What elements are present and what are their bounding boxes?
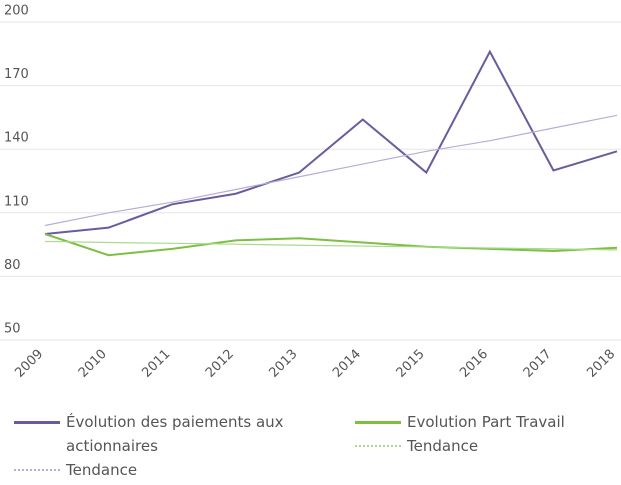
x-tick-label: 2009 [12, 347, 46, 381]
legend-label: Tendance [66, 461, 138, 479]
y-tick-label: 170 [4, 67, 29, 82]
legend-label: Tendance [407, 437, 479, 455]
trend-line [44, 240, 618, 251]
series-line [44, 49, 618, 235]
y-tick-label: 80 [4, 258, 21, 273]
legend-item: Evolution Part Travail [355, 410, 621, 434]
y-tick-label: 200 [4, 4, 29, 19]
x-tick-label: 2017 [521, 347, 555, 381]
y-tick-label: 140 [4, 131, 29, 146]
y-tick-label: 110 [4, 194, 29, 209]
x-tick-label: 2013 [267, 347, 301, 381]
x-tick-label: 2010 [76, 347, 110, 381]
x-tick-label: 2015 [394, 347, 428, 381]
x-tick-label: 2012 [203, 347, 237, 381]
legend-swatch [355, 421, 401, 424]
legend-item: Tendance [14, 458, 286, 482]
legend-swatch [355, 445, 401, 447]
trend-line [44, 114, 618, 227]
chart: 50 80 110 140 170 200 2009 2010 2011 2012 2013 2014… [0, 4, 621, 381]
legend-item: Tendance [355, 434, 621, 458]
legend-swatch [14, 421, 60, 424]
legend-swatch [14, 469, 60, 471]
legend-item: Évolution des paiements aux actionnaires [14, 410, 286, 458]
legend-label: Évolution des paiements aux actionnaires [66, 413, 284, 455]
x-tick-label: 2011 [139, 347, 173, 381]
series-line [44, 233, 618, 257]
x-tick-label: 2014 [330, 347, 364, 381]
x-tick-label: 2016 [457, 347, 491, 381]
legend-label: Evolution Part Travail [407, 413, 565, 431]
y-tick-label: 50 [4, 322, 21, 337]
x-tick-label: 2018 [584, 347, 618, 381]
